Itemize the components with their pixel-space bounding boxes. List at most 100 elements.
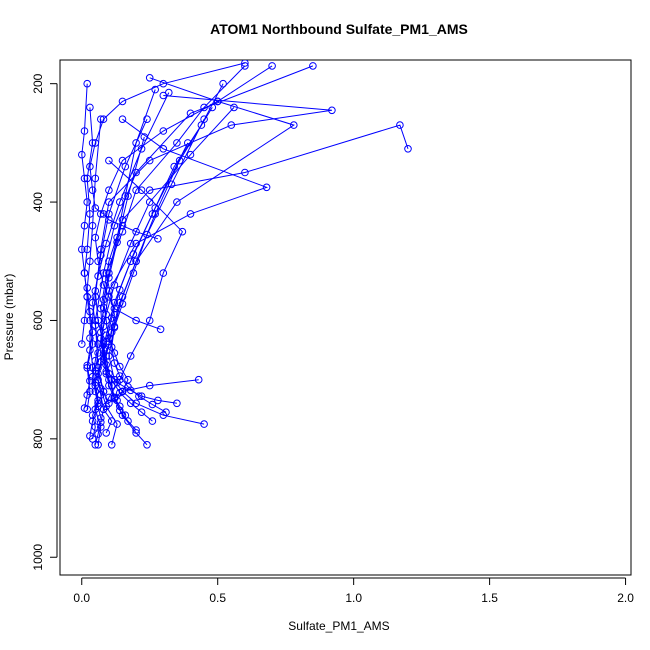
chart-title: ATOM1 Northbound Sulfate_PM1_AMS xyxy=(210,21,468,37)
series-line xyxy=(111,118,205,413)
data-point xyxy=(110,281,119,289)
data-point xyxy=(80,316,89,325)
data-point xyxy=(97,418,105,427)
data-point xyxy=(97,328,105,337)
data-point xyxy=(132,399,140,408)
data-point xyxy=(241,62,249,70)
series-line xyxy=(102,160,183,434)
data-point xyxy=(200,420,208,428)
data-point xyxy=(148,417,157,425)
data-point xyxy=(230,103,238,112)
data-point xyxy=(126,239,135,248)
data-point xyxy=(88,186,97,194)
data-point xyxy=(86,257,94,266)
data-point xyxy=(143,115,151,123)
data-point xyxy=(94,430,102,438)
data-point xyxy=(105,156,113,165)
series-line xyxy=(105,107,213,404)
data-point xyxy=(143,230,151,239)
series-line xyxy=(102,89,156,401)
data-point xyxy=(88,139,97,147)
data-point xyxy=(129,269,138,277)
data-point xyxy=(159,269,168,277)
series-profile xyxy=(97,103,238,420)
data-point xyxy=(116,372,124,380)
y-tick-label: 800 xyxy=(31,429,45,449)
data-point xyxy=(102,367,110,376)
data-point xyxy=(116,406,124,415)
data-point xyxy=(167,180,176,189)
data-point xyxy=(159,79,168,88)
x-tick-label: 0.0 xyxy=(73,591,90,605)
data-point xyxy=(102,338,110,346)
data-point xyxy=(213,97,222,106)
data-point xyxy=(241,60,249,67)
y-tick-label: 600 xyxy=(31,310,45,330)
data-point xyxy=(145,316,154,325)
data-point xyxy=(91,387,100,396)
data-point xyxy=(105,210,113,218)
data-point xyxy=(137,408,146,417)
data-point xyxy=(118,216,127,224)
data-point xyxy=(124,383,132,391)
data-point xyxy=(156,325,165,334)
x-tick-label: 1.0 xyxy=(345,591,362,605)
x-tick-label: 2.0 xyxy=(617,591,634,605)
data-point xyxy=(91,356,100,365)
data-point xyxy=(145,186,154,194)
y-tick-label: 400 xyxy=(31,192,45,212)
data-point xyxy=(219,79,227,88)
data-point xyxy=(118,156,127,165)
data-point xyxy=(328,106,336,115)
data-point xyxy=(116,285,124,294)
data-point xyxy=(83,284,91,292)
data-point xyxy=(262,183,271,192)
data-point xyxy=(94,340,102,348)
data-point xyxy=(178,227,187,236)
data-point xyxy=(145,198,154,206)
data-point xyxy=(186,210,195,218)
data-point xyxy=(88,328,97,337)
data-point xyxy=(105,381,113,390)
plot-area xyxy=(78,60,412,449)
data-point xyxy=(154,235,162,243)
data-point xyxy=(105,186,113,194)
data-point xyxy=(88,221,97,230)
y-axis-label: Pressure (mbar) xyxy=(2,274,16,361)
data-point xyxy=(107,375,116,384)
data-point xyxy=(99,303,108,312)
data-point xyxy=(208,103,217,112)
data-point xyxy=(78,150,86,159)
data-point xyxy=(173,198,181,206)
data-point xyxy=(124,417,132,425)
series-line xyxy=(94,142,189,445)
series-line xyxy=(94,65,314,405)
series-profile xyxy=(99,156,187,437)
data-point xyxy=(137,186,146,194)
data-point xyxy=(116,362,124,371)
data-point xyxy=(86,346,94,354)
data-point xyxy=(97,251,105,260)
data-point xyxy=(105,198,113,206)
data-point xyxy=(132,168,140,177)
data-point xyxy=(99,115,108,123)
series-profile xyxy=(78,79,91,348)
data-point xyxy=(105,399,113,408)
data-point xyxy=(132,239,140,248)
data-point xyxy=(99,405,108,414)
data-point xyxy=(132,426,140,434)
data-point xyxy=(80,269,89,277)
data-point xyxy=(97,358,105,366)
series-line xyxy=(94,65,246,445)
data-point xyxy=(124,192,132,200)
data-point xyxy=(118,300,127,308)
data-point xyxy=(126,257,135,266)
data-point xyxy=(118,387,127,396)
data-point xyxy=(145,381,154,390)
series-line xyxy=(100,124,409,446)
x-tick-label: 1.5 xyxy=(481,591,498,605)
series-profile xyxy=(102,103,217,408)
data-point xyxy=(148,400,157,409)
data-point xyxy=(102,429,110,437)
data-point xyxy=(162,408,170,417)
